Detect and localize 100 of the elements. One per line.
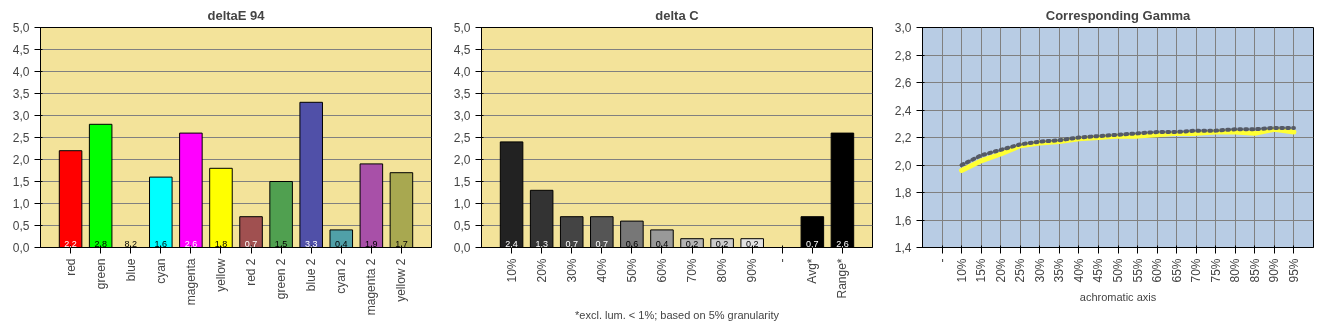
y-tick-label: 5,0 bbox=[453, 21, 471, 35]
x-tick-label: red bbox=[63, 258, 78, 276]
x-tick-label: 60% bbox=[654, 258, 669, 283]
x-tick-label: 50% bbox=[1111, 258, 1125, 283]
x-tick-label: 95% bbox=[1286, 258, 1301, 283]
x-tick-label: - bbox=[935, 258, 950, 263]
data-label: 1,8 bbox=[214, 238, 228, 249]
text: 8,2 bbox=[124, 238, 137, 249]
x-tick-label: cyan 2 bbox=[334, 258, 349, 294]
x-tick-label: 80% bbox=[1228, 258, 1243, 283]
x-tick-label: 80% bbox=[715, 258, 730, 283]
x-tick-label: 70% bbox=[685, 258, 700, 283]
chart-title: deltaE 94 bbox=[207, 7, 266, 23]
y-tick-label: 2,0 bbox=[894, 158, 912, 173]
y-tick-label: 2,4 bbox=[894, 103, 912, 118]
x-tick-label: green 2 bbox=[274, 258, 289, 300]
y-tick-label: 0,0 bbox=[453, 241, 471, 255]
x-tick-label: magenta bbox=[183, 258, 198, 306]
data-label: 0,7 bbox=[565, 238, 578, 249]
x-tick-label: cyan bbox=[153, 258, 168, 284]
x-tick-label: - bbox=[775, 258, 790, 263]
y-tick-label: 3,0 bbox=[894, 21, 912, 35]
y-tick-label: 1,6 bbox=[894, 213, 912, 228]
y-tick-label: 1,5 bbox=[453, 175, 471, 189]
x-tick-label: red 2 bbox=[244, 258, 259, 286]
x-tick-label: 10% bbox=[504, 258, 519, 283]
chart-title: delta C bbox=[655, 7, 700, 23]
data-label: 1,3 bbox=[535, 238, 548, 249]
y-tick-label: 0,5 bbox=[453, 219, 471, 233]
data-label: 0,7 bbox=[244, 238, 258, 249]
y-tick-label: 4,5 bbox=[453, 43, 471, 57]
x-tick-label: 90% bbox=[745, 258, 760, 283]
y-tick-label: 4,0 bbox=[453, 65, 471, 79]
text: *excl. lum. < 1%; based on 5% granularity bbox=[575, 308, 780, 321]
y-tick-label: 4,0 bbox=[12, 65, 30, 79]
data-label: 0,2 bbox=[745, 238, 759, 249]
x-tick-label: 15% bbox=[974, 258, 989, 283]
x-tick-label: 90% bbox=[1267, 258, 1282, 283]
x-tick-label: 10% bbox=[954, 258, 969, 283]
y-tick-label: 5,0 bbox=[12, 21, 30, 35]
x-tick-label: 30% bbox=[1032, 258, 1047, 283]
data-label: 1,5 bbox=[274, 238, 288, 249]
y-tick-label: 2,8 bbox=[894, 48, 912, 63]
x-tick-label: 20% bbox=[993, 258, 1008, 283]
data-label: 3,3 bbox=[304, 238, 318, 249]
x-tick-label: yellow bbox=[213, 258, 228, 292]
y-tick-label: 3,0 bbox=[12, 109, 30, 123]
x-tick-label: 65% bbox=[1169, 258, 1184, 283]
y-tick-label: 2,5 bbox=[12, 131, 30, 145]
x-tick-label: 40% bbox=[1071, 258, 1086, 283]
x-tick-label: 60% bbox=[1150, 258, 1165, 283]
x-tick-label: 20% bbox=[534, 258, 549, 283]
data-label: 0,7 bbox=[595, 238, 609, 249]
y-tick-label: 1,0 bbox=[12, 197, 30, 211]
x-tick-label: 30% bbox=[564, 258, 579, 283]
data-label: 0,6 bbox=[625, 238, 639, 249]
y-tick-label: 2,2 bbox=[894, 131, 912, 145]
y-tick-label: 2,0 bbox=[12, 153, 30, 167]
y-tick-label: 1,8 bbox=[894, 186, 912, 200]
y-tick-label: 2,5 bbox=[453, 131, 471, 145]
data-label: 1,6 bbox=[154, 238, 168, 249]
data-label: 2,4 bbox=[505, 238, 518, 249]
x-axis-title: achromatic axis bbox=[1079, 290, 1157, 303]
x-tick-label: 55% bbox=[1130, 258, 1145, 283]
y-tick-label: 1,5 bbox=[12, 175, 30, 189]
y-tick-label: 3,0 bbox=[453, 109, 471, 123]
x-tick-label: 45% bbox=[1091, 258, 1106, 283]
x-tick-label: blue bbox=[123, 258, 138, 282]
chart-title: Corresponding Gamma bbox=[1045, 7, 1191, 23]
y-tick-label: 1,0 bbox=[453, 197, 471, 211]
x-tick-label: 70% bbox=[1189, 258, 1204, 283]
x-tick-label: 75% bbox=[1208, 258, 1223, 283]
y-tick-label: 0,5 bbox=[12, 219, 30, 233]
y-tick-label: 3,5 bbox=[453, 87, 471, 101]
y-tick-label: 4,5 bbox=[12, 43, 30, 57]
data-label: 2,8 bbox=[94, 238, 107, 249]
data-label: 0,7 bbox=[806, 238, 819, 249]
y-tick-label: 2,6 bbox=[894, 76, 912, 90]
data-label: 2,6 bbox=[184, 238, 198, 249]
x-tick-label: 85% bbox=[1247, 258, 1262, 283]
y-tick-label: 1,4 bbox=[894, 241, 912, 255]
x-tick-label: 50% bbox=[624, 258, 639, 283]
data-label: 1,9 bbox=[365, 238, 378, 249]
data-label: 0,2 bbox=[685, 238, 699, 249]
x-tick-label: magenta 2 bbox=[364, 258, 379, 316]
y-tick-label: 0,0 bbox=[12, 241, 30, 255]
x-tick-label: Avg* bbox=[805, 258, 820, 284]
x-tick-label: 35% bbox=[1052, 258, 1067, 283]
y-tick-label: 2,0 bbox=[453, 153, 471, 167]
x-tick-label: blue 2 bbox=[304, 258, 319, 292]
data-label: 0,2 bbox=[715, 238, 729, 249]
x-tick-label: yellow 2 bbox=[394, 258, 409, 302]
data-label: 2,2 bbox=[64, 238, 77, 249]
y-tick-label: 3,5 bbox=[12, 87, 30, 101]
data-label: 2,6 bbox=[836, 238, 849, 249]
x-tick-label: 25% bbox=[1013, 258, 1028, 283]
x-tick-label: 40% bbox=[594, 258, 609, 283]
x-tick-label: green bbox=[93, 258, 108, 290]
data-label: 0,4 bbox=[655, 238, 669, 249]
x-tick-label: Range* bbox=[835, 258, 850, 299]
